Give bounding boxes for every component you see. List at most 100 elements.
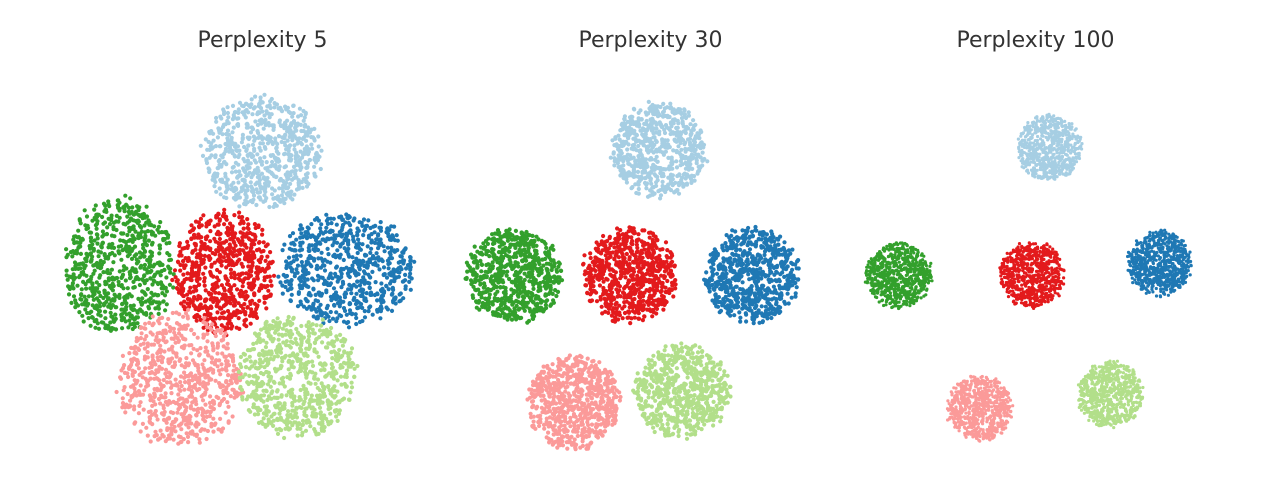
scatter-point — [306, 320, 311, 325]
scatter-point — [403, 272, 408, 277]
scatter-point — [185, 271, 190, 276]
scatter-point — [292, 248, 297, 253]
scatter-point — [258, 95, 263, 100]
scatter-point — [230, 353, 235, 358]
scatter-point — [683, 128, 688, 133]
scatter-point — [204, 237, 209, 242]
scatter-point — [293, 125, 298, 130]
scatter-point — [236, 316, 241, 321]
scatter-point — [654, 126, 659, 131]
scatter-point — [203, 298, 208, 303]
scatter-point — [385, 258, 390, 263]
scatter-point — [398, 259, 403, 264]
scatter-point — [263, 285, 268, 290]
scatter-point — [275, 403, 280, 408]
scatter-point — [280, 404, 285, 409]
scatter-point — [197, 224, 202, 229]
scatter-point — [355, 363, 360, 369]
scatter-point — [223, 292, 228, 297]
scatter-point — [336, 399, 341, 404]
scatter-point — [642, 166, 647, 171]
scatter-point — [223, 180, 228, 185]
scatter-point — [269, 283, 274, 288]
scatter-point — [300, 423, 305, 428]
scatter-point — [243, 242, 248, 247]
scatter-point — [199, 239, 204, 245]
scatter-point — [92, 207, 97, 212]
scatter-point — [214, 215, 219, 220]
scatter-point — [129, 294, 134, 299]
scatter-point — [169, 391, 174, 396]
scatter-point — [217, 401, 223, 406]
scatter-point — [385, 226, 390, 231]
scatter-point — [86, 294, 91, 299]
scatter-point — [320, 340, 325, 345]
scatter-point — [130, 238, 135, 244]
scatter-point — [637, 163, 642, 168]
scatter-point — [166, 316, 171, 322]
scatter-point — [286, 359, 291, 364]
scatter-point — [225, 118, 230, 124]
scatter-point — [217, 257, 222, 262]
scatter-point — [178, 435, 183, 440]
scatter-point — [641, 133, 646, 138]
scatter-point — [224, 247, 229, 252]
scatter-point — [634, 148, 639, 153]
scatter-point — [189, 328, 194, 333]
scatter-point — [277, 118, 282, 123]
scatter-point — [174, 310, 179, 315]
scatter-point — [299, 279, 304, 284]
scatter-point — [140, 421, 145, 426]
scatter-point — [185, 323, 190, 328]
scatter-point — [71, 272, 76, 277]
panel-title: Perplexity 5 — [197, 28, 328, 53]
scatter-point — [91, 297, 96, 302]
scatter-point — [288, 130, 293, 135]
scatter-point — [142, 337, 147, 342]
scatter-point — [229, 183, 234, 188]
scatter-point — [138, 299, 143, 305]
scatter-point — [268, 250, 273, 255]
scatter-point — [123, 222, 128, 227]
scatter-point — [325, 246, 330, 251]
scatter-point — [663, 145, 668, 150]
scatter-point — [381, 265, 387, 270]
scatter-point — [332, 236, 338, 241]
scatter-point — [624, 180, 629, 185]
scatter-point — [125, 214, 130, 219]
scatter-point — [208, 271, 213, 276]
scatter-point — [179, 253, 184, 258]
scatter-point — [135, 358, 140, 363]
scatter-point — [367, 285, 372, 290]
scatter-point — [675, 108, 681, 113]
scatter-point — [131, 224, 136, 229]
scatter-point — [341, 336, 346, 342]
scatter-point — [636, 154, 641, 159]
scatter-point — [274, 149, 279, 154]
scatter-point — [317, 328, 323, 333]
scatter-point — [208, 394, 213, 399]
scatter-point — [123, 278, 128, 283]
scatter-point — [349, 346, 355, 351]
scatter-point — [225, 105, 230, 110]
scatter-point — [296, 421, 302, 426]
scatter-point — [259, 185, 264, 190]
scatter-point — [239, 218, 244, 224]
scatter-point — [280, 283, 285, 288]
scatter-point — [186, 307, 191, 312]
scatter-point — [136, 235, 141, 241]
scatter-point — [225, 177, 230, 182]
scatter-point — [293, 168, 298, 173]
scatter-point — [325, 419, 331, 424]
scatter-point — [651, 107, 656, 113]
scatter-point — [92, 291, 97, 297]
scatter-point — [196, 282, 201, 287]
scatter-point — [122, 370, 127, 375]
scatter-point — [369, 240, 374, 245]
scatter-point — [140, 296, 145, 301]
scatter-series — [170, 207, 277, 338]
scatter-point — [322, 367, 327, 372]
scatter-point — [131, 303, 136, 308]
scatter-point — [297, 332, 302, 337]
scatter-point — [324, 225, 329, 230]
